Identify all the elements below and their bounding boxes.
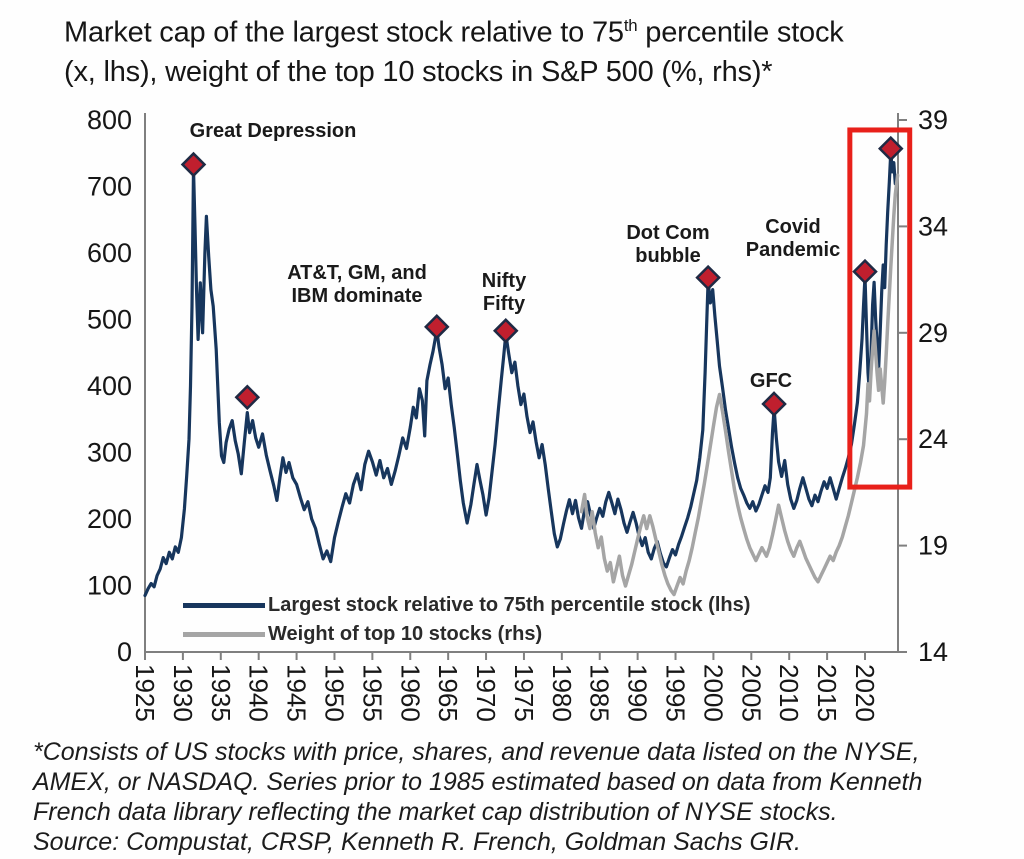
legend-label: Weight of top 10 stocks (rhs) [268, 623, 543, 645]
y-left-tick-label: 400 [87, 371, 132, 401]
legend-label: Largest stock relative to 75th percentil… [268, 594, 751, 616]
y-left-tick-label: 500 [87, 305, 132, 335]
y-right-tick-label: 14 [918, 637, 948, 667]
x-tick-label: 2005 [736, 664, 766, 722]
peak-marker [761, 391, 787, 417]
series-lhs-line [143, 150, 897, 598]
footnote-line: French data library reflecting the marke… [33, 798, 838, 826]
y-right-tick-label: 39 [918, 105, 948, 135]
x-tick-label: 1980 [547, 664, 577, 722]
line-chart: 0 100 200 300 400 500 600 700 800 14 19 24 29 34 39 192… [87, 105, 948, 722]
series-rhs-line [579, 173, 900, 597]
legend: Largest stock relative to 75th percentil… [183, 591, 750, 649]
annotation-great-depression: Great Depression [189, 120, 357, 142]
x-tick-label: 1930 [168, 664, 198, 722]
x-tick-label: 1935 [206, 664, 236, 722]
annotation-covid: Covid Pandemic [745, 216, 841, 261]
x-tick-label: 2015 [812, 664, 842, 722]
x-tick-label: 2020 [850, 664, 880, 722]
peak-marker [852, 258, 878, 285]
footnote-line: AMEX, or NASDAQ. Series prior to 1985 es… [33, 768, 923, 796]
legend-swatch-lhs [183, 603, 265, 608]
annotation-dotcom: Dot Com bubble [626, 222, 710, 267]
x-tick-label: 1945 [282, 664, 312, 722]
legend-item: Weight of top 10 stocks (rhs) [183, 620, 750, 649]
peak-marker [234, 384, 261, 411]
y-right-tick-label: 29 [918, 318, 948, 348]
y-left-tick-label: 200 [87, 504, 132, 534]
x-tick-label: 1960 [395, 664, 425, 722]
footnote: *Consists of US stocks with price, share… [33, 737, 1013, 857]
y-left-tick-label: 600 [87, 238, 132, 268]
y-left-tick-label: 100 [87, 571, 132, 601]
x-tick-label: 1985 [585, 664, 615, 722]
x-tick-label: 1995 [661, 664, 691, 722]
highlight-box [847, 127, 913, 490]
y-right-tick-label: 34 [918, 211, 948, 241]
x-tick-label: 1955 [357, 664, 387, 722]
annotation-att-gm-ibm: AT&T, GM, and IBM dominate [287, 262, 427, 307]
annotation-nifty-fifty: Nifty Fifty [481, 270, 527, 315]
x-tick-label: 1950 [319, 664, 349, 722]
x-tick-label: 1975 [509, 664, 539, 722]
x-tick-label: 1970 [471, 664, 501, 722]
peak-marker [424, 314, 450, 340]
y-right-tick-label: 24 [918, 424, 948, 454]
chart-title-line1: Market cap of the largest stock relative… [64, 16, 844, 49]
peak-marker [492, 318, 519, 344]
annotation-gfc: GFC [749, 370, 793, 392]
chart-title-line2: (x, lhs), weight of the top 10 stocks in… [64, 55, 773, 88]
x-tick-label: 1925 [130, 664, 160, 722]
x-tick-label: 1965 [433, 664, 463, 722]
x-tick-label: 1940 [244, 664, 274, 722]
peak-marker [695, 264, 721, 291]
footnote-line: *Consists of US stocks with price, share… [33, 738, 920, 766]
legend-swatch-rhs [183, 632, 265, 637]
y-left-tick-label: 0 [117, 637, 132, 667]
superscript-th: th [623, 16, 638, 35]
x-tick-label: 2010 [774, 664, 804, 722]
peak-marker [878, 135, 904, 162]
x-tick-label: 1990 [623, 664, 653, 722]
y-left-tick-label: 300 [87, 438, 132, 468]
y-left-tick-label: 700 [87, 172, 132, 202]
y-right-tick-label: 19 [918, 531, 948, 561]
x-tick-label: 2000 [698, 664, 728, 722]
y-left-tick-label: 800 [87, 105, 132, 135]
chart-title: Market cap of the largest stock relative… [64, 6, 994, 92]
footnote-source: Source: Compustat, CRSP, Kenneth R. Fren… [33, 828, 801, 856]
peak-marker [180, 151, 207, 178]
legend-item: Largest stock relative to 75th percentil… [183, 591, 750, 620]
